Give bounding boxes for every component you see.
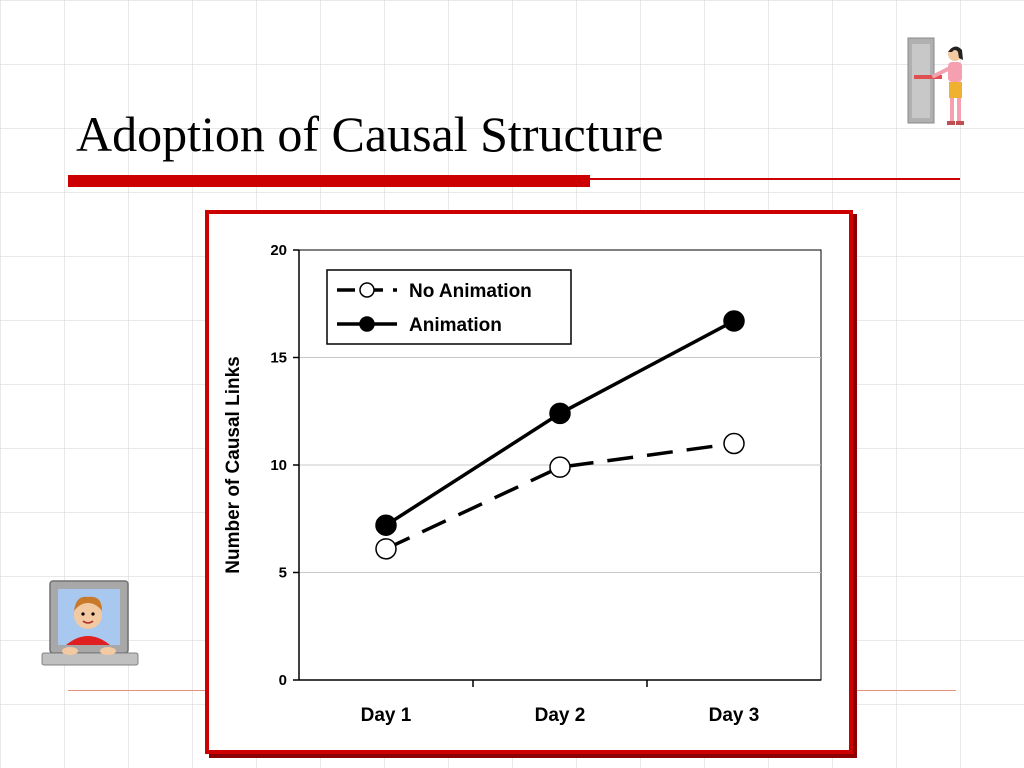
y-tick-label: 15 bbox=[270, 350, 287, 367]
legend-label: No Animation bbox=[409, 281, 532, 302]
y-tick-label: 0 bbox=[279, 672, 287, 689]
data-point-animation bbox=[723, 310, 745, 332]
y-tick-label: 5 bbox=[279, 565, 287, 582]
data-point-no-animation bbox=[375, 538, 397, 560]
title-underline-thick bbox=[68, 175, 590, 187]
y-axis-label: Number of Causal Links bbox=[223, 356, 244, 574]
x-tick-label: Day 1 bbox=[361, 705, 412, 726]
person-at-computer-icon bbox=[36, 575, 144, 675]
legend-marker bbox=[359, 316, 375, 332]
legend-label: Animation bbox=[409, 315, 502, 336]
y-tick-label: 10 bbox=[270, 457, 287, 474]
person-at-door-icon bbox=[900, 30, 980, 145]
slide-title: Adoption of Causal Structure bbox=[76, 106, 664, 162]
data-point-animation bbox=[375, 514, 397, 536]
y-tick-label: 20 bbox=[270, 242, 287, 259]
data-point-no-animation bbox=[723, 432, 745, 455]
data-point-no-animation bbox=[549, 456, 571, 478]
legend-marker bbox=[359, 282, 375, 298]
data-point-animation bbox=[549, 402, 571, 425]
x-tick-label: Day 3 bbox=[709, 705, 760, 726]
series-line-no-animation bbox=[385, 441, 735, 551]
line-chart: 0 5 10 15 20 Day 1 Day 2 Day 3 Number of Causal … bbox=[223, 242, 822, 726]
chart-frame: 0 5 10 15 20 Day 1 Day 2 Day 3 Number of Causal … bbox=[205, 210, 853, 754]
x-tick-label: Day 2 bbox=[535, 705, 586, 726]
title-underline-thin bbox=[590, 178, 960, 180]
